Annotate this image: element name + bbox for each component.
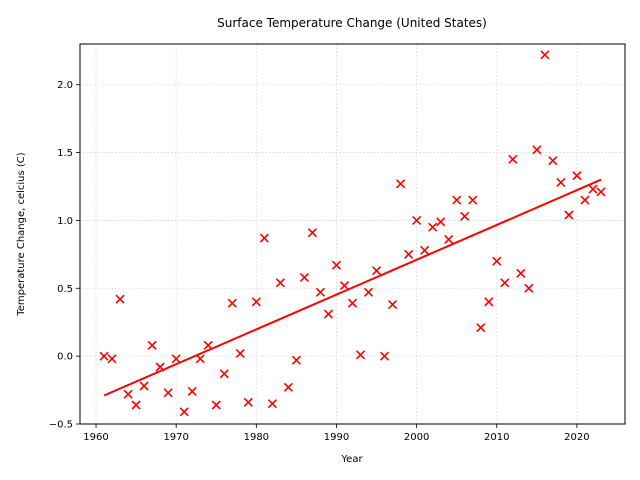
data-point	[107, 354, 117, 364]
data-point	[412, 215, 422, 225]
data-point	[540, 50, 550, 60]
data-point	[227, 298, 237, 308]
data-point	[355, 350, 366, 360]
data-point	[283, 382, 293, 392]
data-point	[195, 354, 205, 364]
y-axis-label: Temperature Change, celcius (C)	[16, 152, 27, 316]
data-point	[179, 407, 189, 417]
points-layer	[99, 50, 606, 417]
data-point	[379, 351, 390, 361]
data-point	[428, 222, 438, 232]
data-point	[203, 340, 213, 350]
x-tick-label: 2000	[404, 432, 429, 443]
y-tick-label: 1.0	[57, 216, 73, 227]
data-point	[363, 287, 374, 297]
grid	[80, 44, 625, 425]
data-point	[460, 211, 470, 221]
data-point	[436, 217, 446, 227]
y-axis: −0.5 0.0 0.5 1.0 1.5 2.0	[49, 80, 80, 431]
data-point	[131, 400, 141, 410]
y-tick-label: 1.5	[57, 148, 73, 159]
data-point	[548, 156, 558, 166]
data-point	[492, 256, 502, 266]
data-point	[508, 154, 518, 164]
x-tick-label: 1980	[244, 432, 269, 443]
data-point	[187, 386, 197, 396]
x-tick-label: 1970	[163, 432, 188, 443]
data-point	[219, 369, 229, 379]
x-axis-label: Year	[340, 454, 363, 465]
data-point	[331, 260, 342, 270]
data-point	[404, 249, 414, 259]
data-point	[580, 195, 590, 205]
y-tick-label: 2.0	[57, 80, 73, 91]
data-point	[291, 355, 301, 365]
data-point	[532, 145, 542, 155]
trendline-layer	[103, 178, 602, 397]
data-point	[171, 354, 181, 364]
data-point	[556, 177, 566, 187]
plot-frame	[79, 43, 626, 425]
data-point	[371, 266, 382, 276]
data-point	[339, 281, 350, 291]
data-point	[500, 278, 510, 288]
data-point	[99, 351, 109, 361]
data-point	[139, 381, 149, 391]
data-point	[315, 287, 326, 297]
data-point	[564, 210, 574, 220]
data-point	[259, 233, 269, 243]
data-point	[155, 362, 165, 372]
data-point	[235, 348, 245, 358]
data-point	[524, 283, 534, 293]
data-point	[307, 228, 317, 238]
data-point	[123, 389, 133, 399]
x-axis: 1960 1970 1980 1990 2000 2010 2020	[83, 424, 590, 443]
data-point	[299, 272, 309, 282]
data-point	[572, 171, 582, 181]
data-point	[420, 245, 430, 255]
data-point	[243, 397, 253, 407]
data-point	[347, 298, 358, 308]
data-point	[452, 195, 462, 205]
x-tick-label: 2010	[484, 432, 509, 443]
chart-title: Surface Temperature Change (United State…	[217, 16, 487, 30]
data-point	[115, 294, 125, 304]
x-tick-label: 1990	[324, 432, 349, 443]
data-point	[323, 309, 334, 319]
y-tick-label: 0.5	[57, 284, 73, 295]
data-point	[444, 234, 454, 244]
data-point	[516, 268, 526, 278]
data-point	[147, 340, 157, 350]
trendline	[103, 178, 602, 397]
data-point	[267, 399, 277, 409]
data-point	[468, 195, 478, 205]
y-tick-label: 0.0	[57, 352, 73, 363]
data-point	[251, 297, 261, 307]
data-point	[476, 323, 486, 333]
data-point	[275, 278, 285, 288]
x-tick-label: 2020	[564, 432, 589, 443]
data-point	[163, 388, 173, 398]
data-point	[588, 184, 598, 194]
data-point	[388, 300, 398, 310]
data-point	[484, 297, 494, 307]
data-point	[211, 400, 221, 410]
data-point	[396, 179, 406, 189]
data-point	[596, 187, 606, 197]
y-tick-label: −0.5	[49, 420, 73, 431]
x-tick-label: 1960	[83, 432, 108, 443]
